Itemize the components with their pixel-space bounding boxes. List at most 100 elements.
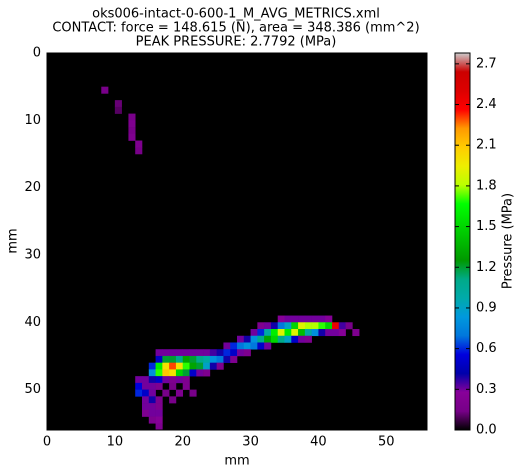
heatmap-cell [155,382,163,390]
heatmap-cell [277,315,285,323]
heatmap-cell [257,329,265,337]
heatmap-cell [209,349,217,357]
heatmap-cell [250,329,258,337]
chart-title: oks006-intact-0-600-1_M_AVG_METRICS.xml [92,7,380,22]
plot-frame [46,52,428,431]
heatmap-cell [325,329,333,337]
plot-background [47,53,427,430]
y-tick-label: 40 [24,315,41,330]
heatmap-cell [114,106,122,114]
heatmap-cell [155,355,163,363]
heatmap-cell [189,369,197,377]
heatmap-cell [189,349,197,357]
heatmap-cell [155,409,163,417]
heatmap-cell [128,120,136,128]
heatmap-cell [155,362,163,370]
heatmap-cell [142,382,150,390]
heatmap-cell [284,322,292,330]
heatmap-cell [162,349,170,357]
heatmap-cell [311,322,319,330]
heatmap-cell [332,322,340,330]
heatmap-cell [325,315,333,323]
heatmap-cell [182,369,190,377]
heatmap-cell [169,376,177,384]
heatmap-cell [270,335,279,343]
heatmap-cell [311,315,319,323]
heatmap-cell [203,369,211,377]
heatmap-cell [291,315,299,323]
heatmap-cell [237,349,245,357]
heatmap-cell [175,362,184,370]
heatmap-cell [189,389,197,397]
heatmap-cell [148,376,156,384]
heatmap-cell [148,396,156,404]
heatmap-cell [162,376,170,384]
heatmap-cell [182,355,190,363]
heatmap-cell [345,322,353,330]
x-tick-label: 10 [107,435,124,450]
heatmap-cell [169,382,177,390]
heatmap-cell [298,335,306,343]
heatmap-cell [277,329,285,337]
heatmap-cell [155,376,163,384]
heatmap-cell [230,355,238,363]
heatmap-cell [264,335,272,343]
x-tick-label: 30 [242,435,259,450]
colorbar-tick-label: 0.6 [476,341,497,356]
heatmap-cell [155,349,163,357]
heatmap-cell [243,342,251,350]
heatmap-cell [209,362,217,370]
heatmap-cell [196,369,204,377]
heatmap-cell [135,376,143,384]
heatmap-cell [182,376,190,384]
heatmap-cell [196,349,204,357]
heatmap-cell [223,355,231,363]
chart-subtitle: CONTACT: force = 148.615 (N), area = 348… [52,21,419,36]
heatmap-cell [230,349,238,357]
heatmap-cell [291,335,299,343]
y-tick-label: 50 [24,382,41,397]
heatmap-cell [318,322,326,330]
y-tick-label: 0 [33,46,41,61]
heatmap-cell [284,315,292,323]
heatmap-cell [318,315,326,323]
heatmap-cell [203,355,211,363]
heatmap-cell [175,376,184,384]
heatmap-cell [311,329,319,337]
colorbar [454,52,471,431]
heatmap-cell [148,369,156,377]
heatmap-cell [196,362,204,370]
colorbar-tick-label: 1.8 [476,178,497,193]
x-tick-label: 40 [310,435,327,450]
heatmap-cell [162,362,170,370]
colorbar-tick-label: 2.1 [476,138,497,153]
y-axis-label: mm [6,228,21,253]
heatmap-cell [291,329,299,337]
heatmap-cell [223,349,231,357]
heatmap-cell [169,349,177,357]
heatmap-cell [325,322,333,330]
heatmap-cell [304,322,312,330]
heatmap-cell [203,362,211,370]
heatmap-cell [169,362,177,370]
heatmap-cell [270,329,279,337]
heatmap-cell [128,133,136,141]
heatmap-cell [148,389,156,397]
heatmap-cell [142,389,150,397]
heatmap-cell [148,382,156,390]
y-tick-label: 20 [24,180,41,195]
heatmap-cell [128,113,136,121]
heatmap-cell [237,342,245,350]
heatmap-cell [257,335,265,343]
heatmap-cell [142,396,150,404]
heatmap-cell [298,315,306,323]
heatmap-cell [162,355,170,363]
heatmap-cell [101,86,109,94]
colorbar-tick-label: 2.4 [476,97,497,112]
heatmap-cell [114,100,122,108]
colorbar-label: Pressure (MPa) [501,193,516,289]
heatmap-cell [284,335,292,343]
heatmap-cell [155,396,163,404]
heatmap-cell [182,382,190,390]
